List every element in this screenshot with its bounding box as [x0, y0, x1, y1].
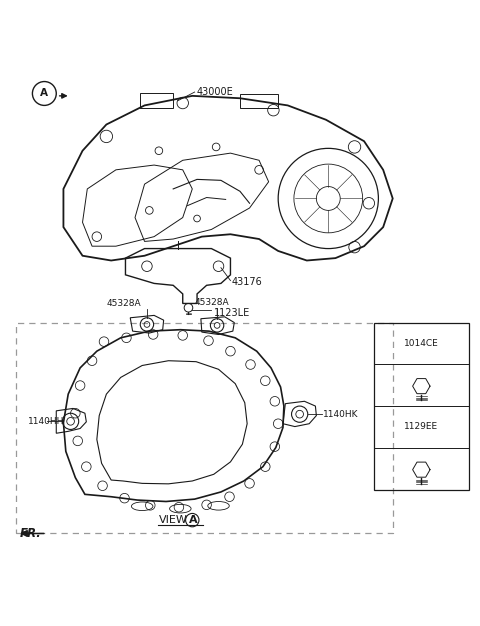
Text: FR.: FR.: [20, 527, 41, 540]
Text: A: A: [40, 88, 48, 98]
Text: 43176: 43176: [231, 277, 262, 287]
Text: 45328A: 45328A: [107, 299, 141, 308]
Text: VIEW: VIEW: [159, 515, 188, 525]
Bar: [140, 93, 173, 108]
Text: 1140HH: 1140HH: [28, 417, 64, 426]
Text: 1140HK: 1140HK: [323, 409, 359, 419]
Bar: [373, 322, 469, 490]
Text: 1129EE: 1129EE: [404, 423, 438, 431]
Text: 45328A: 45328A: [195, 298, 229, 307]
Bar: [240, 95, 278, 108]
Text: 1123LE: 1123LE: [214, 309, 250, 319]
Text: 43000E: 43000E: [196, 87, 233, 97]
Text: A: A: [189, 515, 198, 525]
Text: 1014CE: 1014CE: [404, 339, 439, 348]
